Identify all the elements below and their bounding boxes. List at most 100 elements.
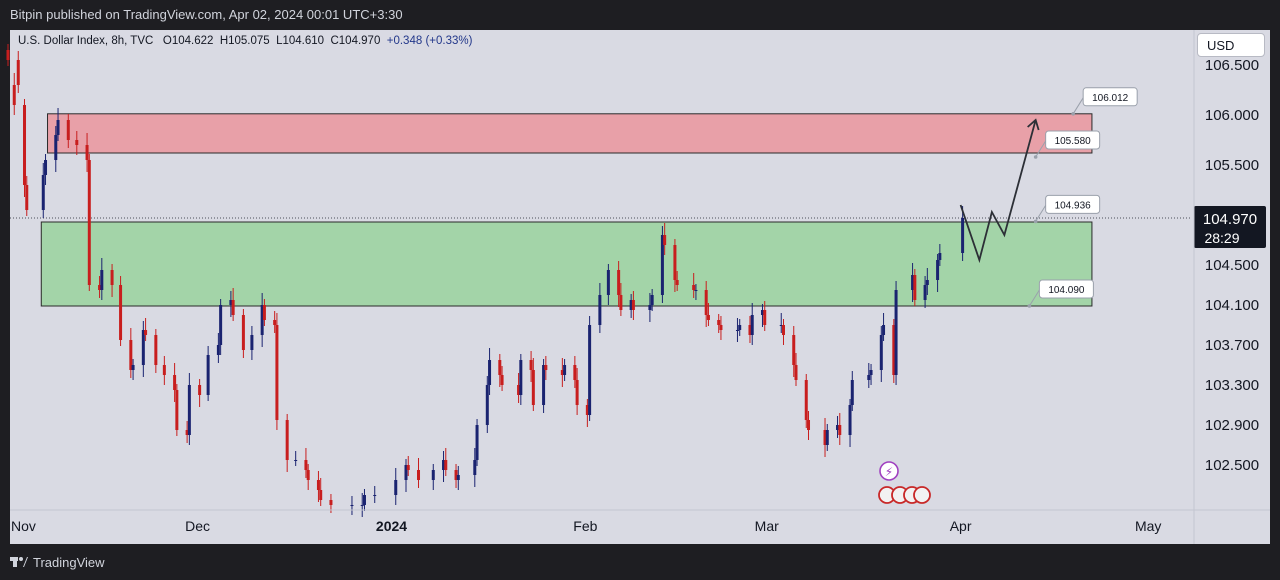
- candle-body: [894, 290, 898, 375]
- candle-body: [675, 280, 679, 285]
- candle-body: [41, 175, 45, 210]
- candle-body: [241, 315, 245, 350]
- lightning-icon[interactable]: [879, 461, 899, 481]
- candle-body: [498, 360, 502, 375]
- candle-body: [706, 315, 710, 320]
- candle-body: [738, 325, 742, 330]
- candle-body: [735, 330, 739, 331]
- candle-body: [750, 315, 754, 335]
- candle-body: [262, 305, 266, 320]
- candle-body: [275, 325, 279, 420]
- legend-low: 104.610: [282, 35, 325, 47]
- candle-body: [329, 500, 333, 505]
- candle-body: [23, 105, 27, 185]
- price-label: 104.090: [1048, 285, 1085, 296]
- candle-body: [517, 385, 521, 395]
- candle-body: [563, 365, 567, 375]
- chart-legend: U.S. Dollar Index, 8h, TVC O104.622 H105…: [18, 35, 472, 47]
- event-icons: ⚡: [878, 461, 931, 504]
- y-tick-label: 102.900: [1205, 417, 1259, 434]
- candle-body: [231, 300, 235, 315]
- candle-body: [362, 495, 366, 505]
- y-tick-label: 106.500: [1205, 57, 1259, 74]
- price-label-box: [1038, 279, 1094, 299]
- legend-open-label: O: [162, 35, 172, 47]
- candle-body: [129, 340, 133, 370]
- candle-body: [406, 465, 410, 470]
- candle-body: [473, 460, 477, 475]
- y-tick-label: 105.500: [1205, 157, 1259, 174]
- candle-body: [285, 420, 289, 460]
- price-label: 105.580: [1055, 136, 1092, 147]
- candle-body: [794, 365, 798, 380]
- candle-body: [588, 325, 592, 415]
- candle-body: [454, 470, 458, 480]
- candle-body: [825, 430, 829, 445]
- last-price-value: 104.970: [1203, 211, 1257, 228]
- us-flag-icon[interactable]: [913, 486, 931, 504]
- candle-body: [660, 235, 664, 295]
- candle-body: [198, 385, 202, 395]
- y-tick-label: 103.700: [1205, 337, 1259, 354]
- price-label: 104.936: [1055, 200, 1092, 211]
- support-zone: [40, 221, 1093, 307]
- candle-body: [444, 460, 448, 470]
- candle-body: [350, 505, 354, 506]
- price-label-box: [1045, 130, 1101, 150]
- candle-body: [294, 460, 298, 461]
- candle-body: [719, 325, 723, 330]
- x-tick-label: Apr: [950, 518, 972, 534]
- candle-body: [763, 310, 767, 325]
- legend-change: +0.348 (+0.33%): [386, 35, 473, 47]
- candle-body: [260, 305, 264, 335]
- zones-layer: [10, 113, 1192, 307]
- resistance-zone: [47, 113, 1093, 154]
- candle-body: [306, 470, 310, 480]
- candle-body: [56, 120, 60, 135]
- candle-body: [25, 185, 29, 210]
- candle-body: [141, 330, 145, 365]
- candle-body: [925, 280, 929, 285]
- labels-layer: 106.012 105.580 104.936 104.090: [1027, 87, 1138, 308]
- candle-body: [631, 300, 635, 310]
- legend-high: 105.075: [228, 35, 270, 47]
- candle-body: [760, 310, 764, 315]
- candle-body: [75, 140, 79, 145]
- candle-body: [485, 385, 489, 425]
- lightning-glyph: ⚡: [885, 465, 893, 479]
- candle-body: [500, 375, 504, 385]
- time-axis: Nov Dec 2024 Feb Mar Apr May: [10, 30, 1270, 544]
- candle-body: [531, 370, 535, 405]
- y-tick-label: 104.100: [1205, 297, 1259, 314]
- candle-body: [273, 320, 277, 325]
- candle-body: [417, 470, 421, 480]
- candle-body: [663, 235, 667, 245]
- candle-body: [529, 360, 533, 370]
- candle-body: [836, 425, 840, 430]
- countdown-timer: 28:29: [1204, 230, 1239, 246]
- candle-body: [629, 300, 633, 310]
- label-leader: [1035, 205, 1047, 222]
- price-axis: 106.500 106.000 105.500 104.500 104.100 103.7…: [1194, 57, 1266, 474]
- legend-low-label: L: [276, 35, 283, 47]
- label-leader: [1072, 97, 1084, 115]
- candle-body: [431, 470, 435, 480]
- candle-body: [110, 270, 114, 285]
- candle-body: [807, 420, 811, 430]
- candle-body: [488, 360, 492, 385]
- candle-body: [66, 120, 70, 140]
- last-price-badge: [1194, 206, 1266, 248]
- candle-body: [542, 365, 546, 405]
- candle-body: [598, 295, 602, 325]
- currency-button[interactable]: USD: [1197, 33, 1265, 57]
- candle-body: [319, 490, 323, 500]
- candle-body: [206, 355, 210, 395]
- candle-body: [575, 380, 579, 405]
- candle-body: [617, 270, 621, 295]
- candle-body: [216, 345, 220, 355]
- candle-body: [100, 270, 104, 290]
- y-tick-label: 106.000: [1205, 107, 1259, 124]
- candle-body: [98, 285, 102, 290]
- candle-body: [804, 380, 808, 420]
